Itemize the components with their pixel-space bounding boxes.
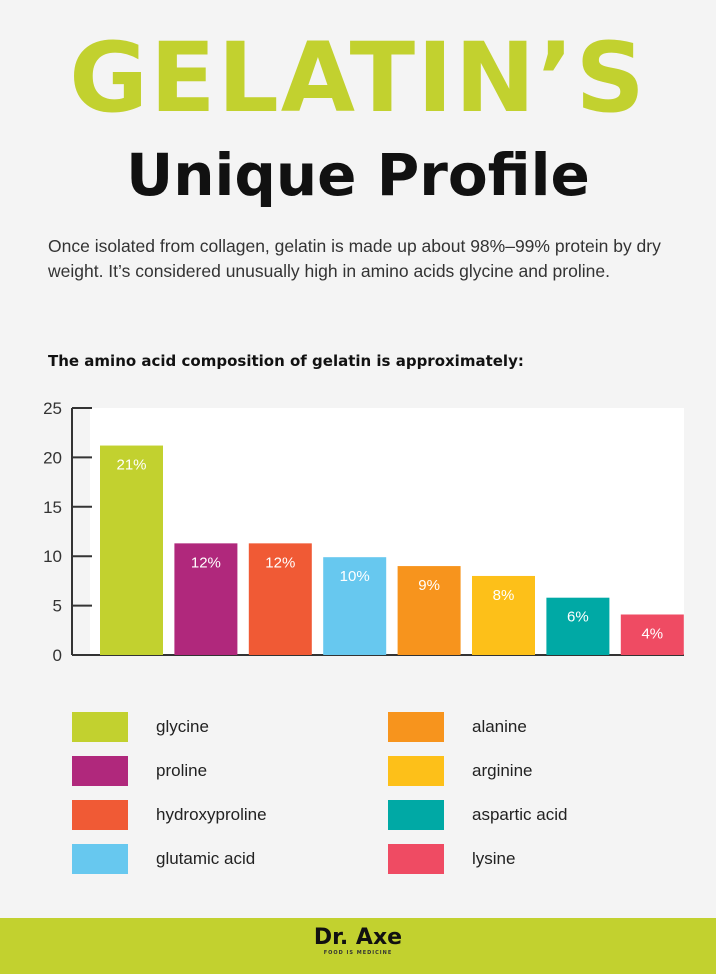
bar-data-label: 12% (265, 554, 295, 571)
bar-data-label: 21% (116, 457, 146, 474)
legend-label: aspartic acid (472, 805, 568, 824)
bar-data-label: 8% (493, 587, 515, 604)
bar-chart: 0 5 10 15 20 25 21% 12% 12% 10% 9% 8% 6% 4% (43, 399, 684, 665)
legend-label: proline (156, 761, 208, 780)
bar-data-label: 12% (191, 554, 221, 571)
brand-logo: Dr. Axe (313, 925, 403, 950)
legend-label: alanine (472, 717, 527, 736)
legend-label: hydroxyproline (156, 805, 267, 824)
legend-swatch (388, 756, 444, 786)
legend-swatch (388, 712, 444, 742)
legend-swatch (72, 800, 128, 830)
legend-label: glycine (156, 717, 209, 736)
y-tick-label: 25 (43, 399, 62, 418)
bar-alanine (397, 566, 461, 655)
legend-label: lysine (472, 849, 516, 868)
legend-item: glutamic acid (72, 844, 255, 874)
bar-hydroxyproline (248, 543, 312, 655)
bar-lysine (620, 614, 684, 655)
bar-glycine (100, 445, 163, 655)
y-tick-label: 10 (43, 547, 62, 566)
intro-text: Once isolated from collagen, gelatin is … (48, 236, 661, 281)
legend-swatch (72, 844, 128, 874)
legend-swatch (72, 756, 128, 786)
legend-label: arginine (472, 761, 533, 780)
y-tick-label: 0 (53, 646, 62, 665)
legend-item: alanine (388, 712, 527, 742)
legend-item: arginine (388, 756, 533, 786)
legend-item: lysine (388, 844, 515, 874)
legend-swatch (388, 844, 444, 874)
bar-proline (174, 543, 238, 655)
legend-item: hydroxyproline (72, 800, 267, 830)
bar-glutamic-acid (323, 557, 387, 655)
bar-data-label: 4% (641, 625, 663, 642)
bar-aspartic-acid (546, 597, 610, 655)
legend-item: glycine (72, 712, 209, 742)
brand-tagline: FOOD IS MEDICINE (323, 950, 393, 956)
bar-arginine (472, 575, 535, 655)
bar-data-label: 6% (567, 609, 589, 626)
legend-label: glutamic acid (156, 849, 256, 868)
bar-data-label: 10% (340, 568, 370, 585)
legend-swatch (388, 800, 444, 830)
y-tick-label: 15 (43, 498, 62, 517)
y-tick-label: 20 (43, 448, 62, 467)
legend-item: aspartic acid (388, 800, 567, 830)
y-tick-label: 5 (53, 597, 62, 616)
footer: Dr. Axe FOOD IS MEDICINE (0, 918, 716, 974)
legend-item: proline (72, 756, 207, 786)
legend-swatch (72, 712, 128, 742)
bar-data-label: 9% (418, 577, 440, 594)
chart-title: The amino acid composition of gelatin is… (48, 352, 524, 370)
main-subtitle: Unique Profile (126, 141, 590, 209)
main-title: GELATIN’S (69, 22, 647, 134)
